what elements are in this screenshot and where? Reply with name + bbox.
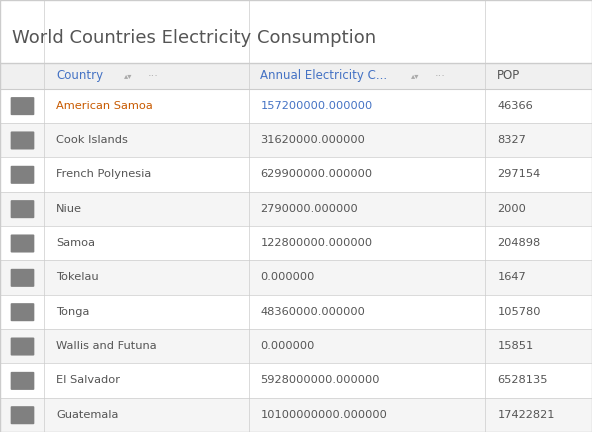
Text: 8327: 8327: [497, 135, 526, 145]
FancyBboxPatch shape: [11, 303, 34, 321]
FancyBboxPatch shape: [11, 269, 34, 287]
Text: World Countries Electricity Consumption: World Countries Electricity Consumption: [12, 29, 376, 47]
Text: 2000: 2000: [497, 204, 526, 214]
Text: ▴▾: ▴▾: [411, 71, 420, 80]
Text: 122800000.000000: 122800000.000000: [260, 238, 372, 248]
Text: Niue: Niue: [56, 204, 82, 214]
FancyBboxPatch shape: [11, 406, 34, 424]
Text: Samoa: Samoa: [56, 238, 95, 248]
Text: El Salvador: El Salvador: [56, 375, 120, 385]
Text: 2790000.000000: 2790000.000000: [260, 204, 358, 214]
Text: POP: POP: [497, 69, 520, 82]
FancyBboxPatch shape: [11, 235, 34, 253]
Text: 15851: 15851: [497, 341, 533, 351]
FancyBboxPatch shape: [0, 363, 592, 397]
Text: Tonga: Tonga: [56, 307, 89, 317]
Text: ···: ···: [435, 70, 446, 81]
Text: 46366: 46366: [497, 101, 533, 111]
Text: Cook Islands: Cook Islands: [56, 135, 128, 145]
FancyBboxPatch shape: [11, 372, 34, 390]
FancyBboxPatch shape: [11, 337, 34, 356]
FancyBboxPatch shape: [0, 226, 592, 260]
FancyBboxPatch shape: [11, 97, 34, 115]
FancyBboxPatch shape: [0, 397, 592, 432]
FancyBboxPatch shape: [11, 166, 34, 184]
Text: 17422821: 17422821: [497, 410, 555, 420]
Text: 297154: 297154: [497, 169, 540, 179]
Text: Tokelau: Tokelau: [56, 273, 99, 283]
FancyBboxPatch shape: [0, 63, 592, 89]
Text: 0.000000: 0.000000: [260, 273, 315, 283]
Text: 5928000000.000000: 5928000000.000000: [260, 375, 380, 385]
Text: Annual Electricity C...: Annual Electricity C...: [260, 69, 388, 82]
Text: 629900000.000000: 629900000.000000: [260, 169, 372, 179]
FancyBboxPatch shape: [0, 295, 592, 329]
Text: 0.000000: 0.000000: [260, 341, 315, 351]
Text: Wallis and Futuna: Wallis and Futuna: [56, 341, 157, 351]
Text: 105780: 105780: [497, 307, 540, 317]
FancyBboxPatch shape: [0, 157, 592, 192]
FancyBboxPatch shape: [11, 131, 34, 149]
Text: American Samoa: American Samoa: [56, 101, 153, 111]
Text: 6528135: 6528135: [497, 375, 548, 385]
FancyBboxPatch shape: [0, 123, 592, 157]
FancyBboxPatch shape: [0, 89, 592, 123]
Text: 204898: 204898: [497, 238, 540, 248]
Text: 10100000000.000000: 10100000000.000000: [260, 410, 387, 420]
Text: Country: Country: [56, 69, 104, 82]
Text: ···: ···: [148, 70, 159, 81]
Text: Guatemala: Guatemala: [56, 410, 118, 420]
Text: 31620000.000000: 31620000.000000: [260, 135, 365, 145]
Text: 157200000.000000: 157200000.000000: [260, 101, 373, 111]
FancyBboxPatch shape: [0, 260, 592, 295]
Text: 1647: 1647: [497, 273, 526, 283]
Text: 48360000.000000: 48360000.000000: [260, 307, 365, 317]
FancyBboxPatch shape: [0, 329, 592, 363]
Text: ▴▾: ▴▾: [124, 71, 133, 80]
FancyBboxPatch shape: [11, 200, 34, 218]
FancyBboxPatch shape: [0, 192, 592, 226]
Text: French Polynesia: French Polynesia: [56, 169, 152, 179]
